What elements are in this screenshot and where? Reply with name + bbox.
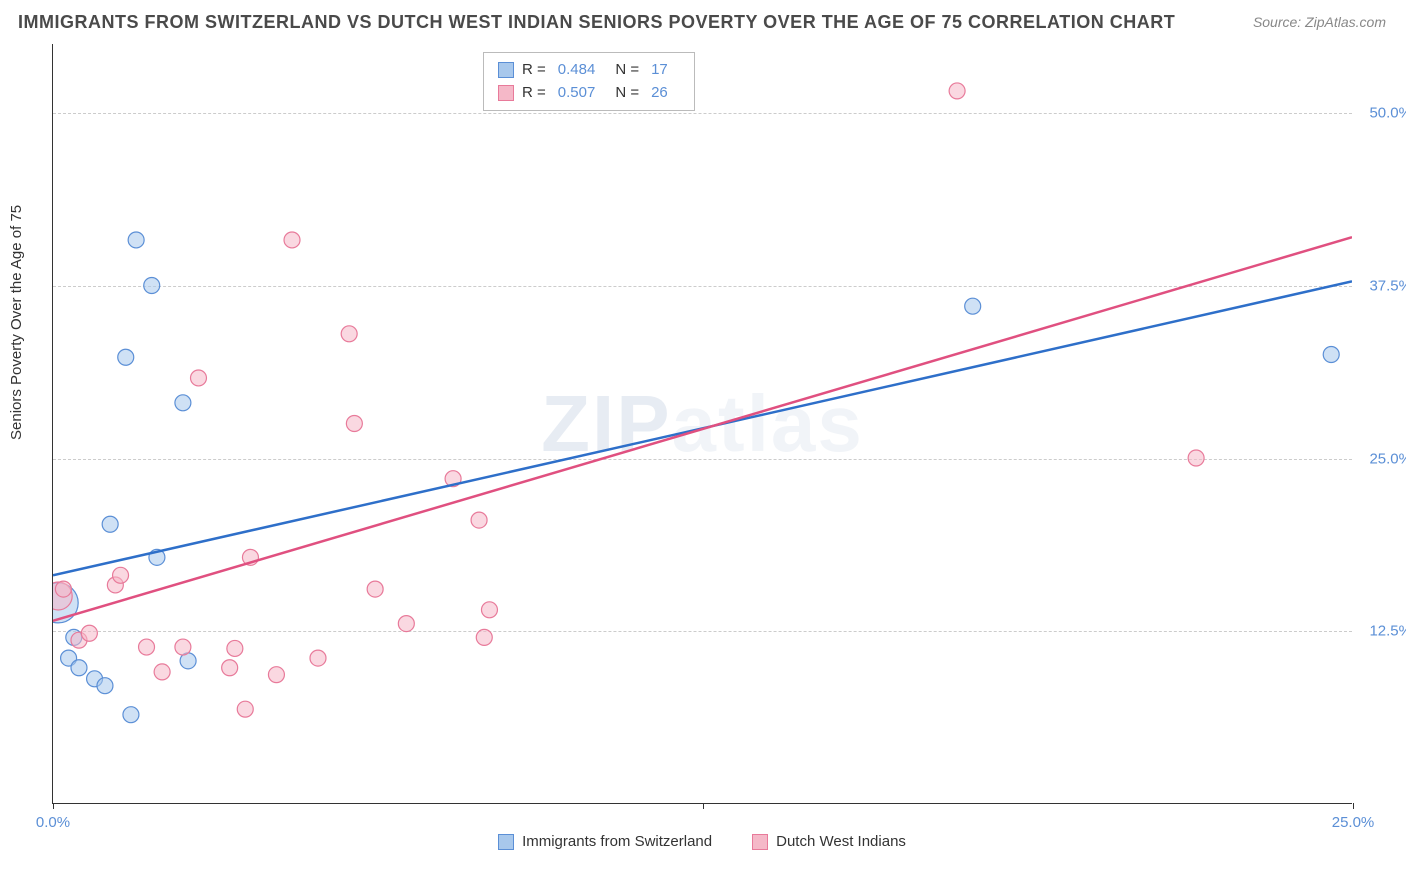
data-point (341, 326, 357, 342)
legend-r-label: R = (522, 59, 546, 82)
legend-n-value: 17 (651, 59, 668, 82)
legend-n-label: N = (615, 82, 639, 105)
data-point (128, 232, 144, 248)
regression-line (53, 237, 1352, 621)
data-point (1323, 347, 1339, 363)
y-tick-label: 12.5% (1369, 623, 1406, 640)
legend-item: Immigrants from Switzerland (498, 833, 712, 850)
data-point (123, 707, 139, 723)
chart-source: Source: ZipAtlas.com (1253, 14, 1386, 30)
data-point (476, 629, 492, 645)
data-point (1188, 450, 1204, 466)
data-point (268, 667, 284, 683)
legend-swatch (498, 85, 514, 101)
data-point (471, 512, 487, 528)
legend-swatch (752, 834, 768, 850)
data-point (481, 602, 497, 618)
legend-n-value: 26 (651, 82, 668, 105)
y-tick-label: 50.0% (1369, 105, 1406, 122)
data-point (102, 516, 118, 532)
y-tick-label: 25.0% (1369, 450, 1406, 467)
data-point (118, 349, 134, 365)
data-point (310, 650, 326, 666)
x-tick-mark (703, 803, 704, 809)
data-point (346, 416, 362, 432)
plot-area: ZIPatlas 12.5%25.0%37.5%50.0%0.0%25.0% R… (52, 44, 1352, 804)
x-tick-label: 0.0% (36, 814, 70, 831)
data-point (227, 640, 243, 656)
data-point (55, 581, 71, 597)
chart-svg (53, 44, 1352, 803)
data-point (71, 660, 87, 676)
data-point (190, 370, 206, 386)
legend-n-label: N = (615, 59, 639, 82)
legend-stats: R = 0.484 N = 17 R = 0.507 N = 26 (483, 52, 695, 111)
x-tick-mark (1353, 803, 1354, 809)
data-point (237, 701, 253, 717)
legend-swatch (498, 62, 514, 78)
legend-label: Dutch West Indians (776, 833, 906, 850)
y-axis-label: Seniors Poverty Over the Age of 75 (8, 205, 25, 440)
data-point (113, 567, 129, 583)
y-tick-label: 37.5% (1369, 277, 1406, 294)
data-point (398, 616, 414, 632)
data-point (81, 625, 97, 641)
legend-swatch (498, 834, 514, 850)
data-point (949, 83, 965, 99)
data-point (965, 298, 981, 314)
legend-label: Immigrants from Switzerland (522, 833, 712, 850)
data-point (367, 581, 383, 597)
legend-stats-row: R = 0.484 N = 17 (498, 59, 680, 82)
x-tick-mark (53, 803, 54, 809)
legend-item: Dutch West Indians (752, 833, 906, 850)
legend-r-value: 0.484 (558, 59, 596, 82)
data-point (175, 639, 191, 655)
data-point (222, 660, 238, 676)
data-point (154, 664, 170, 680)
data-point (139, 639, 155, 655)
legend-r-label: R = (522, 82, 546, 105)
data-point (144, 278, 160, 294)
legend-stats-row: R = 0.507 N = 26 (498, 82, 680, 105)
data-point (284, 232, 300, 248)
x-tick-label: 25.0% (1332, 814, 1375, 831)
legend-bottom: Immigrants from Switzerland Dutch West I… (52, 833, 1352, 850)
legend-r-value: 0.507 (558, 82, 596, 105)
chart-title: IMMIGRANTS FROM SWITZERLAND VS DUTCH WES… (18, 12, 1175, 33)
data-point (175, 395, 191, 411)
data-point (97, 678, 113, 694)
